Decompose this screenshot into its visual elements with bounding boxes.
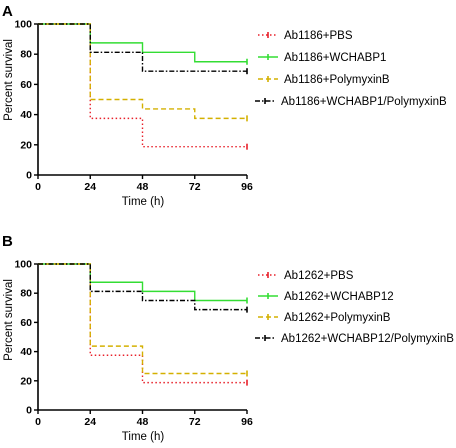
x-tick-label: 96 <box>241 416 253 428</box>
legend-entry-label: Ab1262+WCHABP12/PolymyxinB <box>281 333 454 345</box>
legend-entry-label: Ab1186+WCHABP1/PolymyxinB <box>281 96 447 108</box>
x-tick-label: 24 <box>84 181 96 193</box>
x-tick-label: 48 <box>137 416 149 428</box>
x-tick-label: 0 <box>35 416 41 428</box>
y-tick-label: 20 <box>20 375 32 387</box>
panel-a: A Percent survival Time (h) 0 20 40 60 80 100… <box>2 3 447 208</box>
panel-letter-a: A <box>2 3 13 20</box>
series-line-4 <box>38 23 247 72</box>
legend-entry-label: Ab1186+WCHABP1 <box>284 52 386 64</box>
x-tick-label: 24 <box>84 416 96 428</box>
panel-b: B Percent survival Time (h) 0 20 40 60 80 100… <box>2 233 454 443</box>
y-tick-label: 60 <box>20 317 32 329</box>
series-line-4 <box>38 263 247 311</box>
y-axis-label-b: Percent survival <box>3 279 15 361</box>
series-line-1 <box>38 23 247 148</box>
y-tick-label: 0 <box>26 405 32 417</box>
y-tick-label: 100 <box>14 259 32 271</box>
series-line-3 <box>38 263 247 375</box>
y-tick-label: 40 <box>20 346 32 358</box>
y-tick-label: 20 <box>20 139 32 151</box>
series-line-1 <box>38 263 247 384</box>
y-tick-label: 80 <box>20 49 32 61</box>
y-tick-label: 60 <box>20 79 32 91</box>
panel-letter-b: B <box>2 233 13 250</box>
legend-entry-label: Ab1262+PBS <box>284 270 354 282</box>
x-tick-label: 72 <box>189 181 201 193</box>
x-axis-label-a: Time (h) <box>122 196 165 208</box>
x-tick-label: 96 <box>241 181 253 193</box>
y-axis-label-a: Percent survival <box>3 39 15 121</box>
x-tick-label: 48 <box>137 181 149 193</box>
x-axis-label-b: Time (h) <box>122 431 165 443</box>
legend-entry-label: Ab1262+WCHABP12 <box>284 291 394 303</box>
x-tick-label: 0 <box>35 181 41 193</box>
y-tick-label: 100 <box>14 19 32 31</box>
legend-entry-label: Ab1186+PolymyxinB <box>284 74 390 86</box>
legend-entry-label: Ab1186+PBS <box>284 30 353 42</box>
legend-entry-label: Ab1262+PolymyxinB <box>284 312 391 324</box>
x-tick-label: 72 <box>189 416 201 428</box>
y-tick-label: 40 <box>20 109 32 121</box>
series-line-2 <box>38 263 247 302</box>
y-tick-label: 0 <box>26 170 32 182</box>
y-tick-label: 80 <box>20 288 32 300</box>
